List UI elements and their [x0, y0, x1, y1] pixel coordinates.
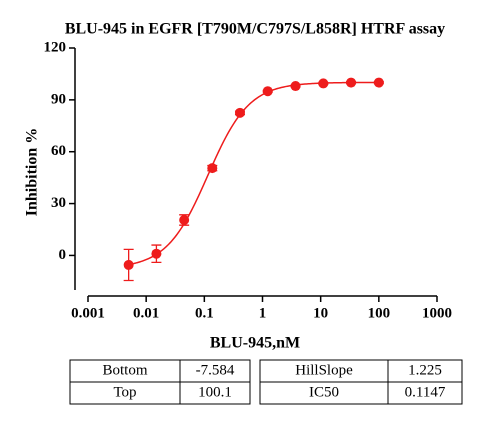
x-tick-label: 0.1 — [195, 305, 214, 321]
param-label: Top — [113, 384, 136, 400]
data-point — [373, 77, 384, 88]
data-point — [318, 78, 329, 89]
param-value: 1.225 — [408, 362, 442, 378]
param-label: HillSlope — [295, 362, 353, 378]
data-point — [123, 259, 134, 270]
x-tick-label: 1 — [259, 305, 267, 321]
data-point — [346, 77, 357, 88]
x-tick-label: 1000 — [422, 305, 452, 321]
y-axis-label: Inhibition % — [24, 128, 41, 216]
param-label: Bottom — [102, 362, 147, 378]
param-value: -7.584 — [196, 362, 235, 378]
param-label: IC50 — [309, 384, 339, 400]
param-value: 0.1147 — [405, 384, 446, 400]
y-tick-label: 0 — [59, 247, 67, 263]
fit-curve — [128, 81, 379, 266]
y-tick-label: 120 — [44, 39, 67, 55]
data-point — [179, 214, 190, 225]
x-tick-label: 100 — [368, 305, 391, 321]
y-tick-label: 90 — [51, 91, 66, 107]
y-tick-label: 30 — [51, 195, 66, 211]
data-point — [234, 107, 245, 118]
x-tick-label: 0.01 — [133, 305, 159, 321]
x-tick-label: 10 — [313, 305, 328, 321]
chart-title: BLU-945 in EGFR [T790M/C797S/L858R] HTRF… — [65, 21, 445, 38]
data-point — [207, 163, 218, 174]
param-value: 100.1 — [198, 384, 232, 400]
y-tick-label: 60 — [51, 143, 66, 159]
x-tick-label: 0.001 — [71, 305, 105, 321]
x-axis-label: BLU-945,nM — [210, 335, 300, 352]
data-point — [262, 86, 273, 97]
data-point — [290, 81, 301, 92]
data-point — [151, 248, 162, 259]
